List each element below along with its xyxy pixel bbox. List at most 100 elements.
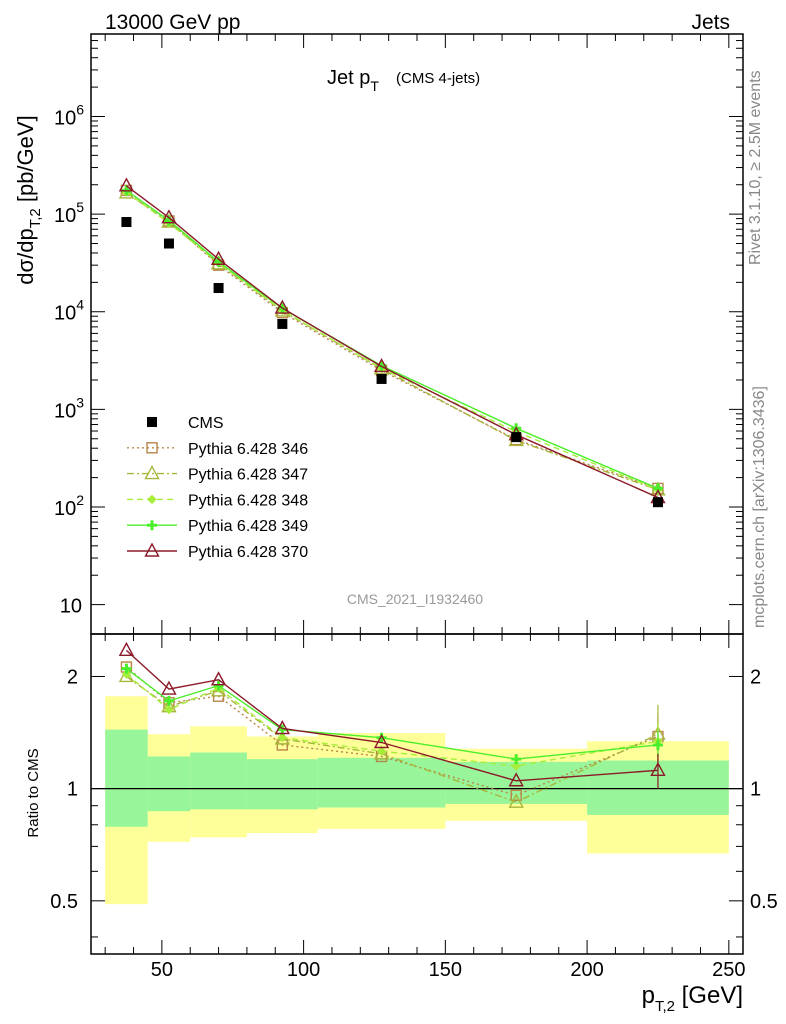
lower-panel-axes: 0.5 0.51 12 250 100 150 200 250	[50, 634, 778, 981]
y-tick-label-base: 10	[60, 596, 82, 618]
legend-marker-p349	[147, 520, 157, 531]
plot-title-main: Jet p	[327, 67, 370, 89]
ratio-point-p370	[373, 734, 390, 749]
ratio-line-p370	[125, 649, 659, 782]
ratio-y-tick-label-left: 1	[67, 779, 78, 801]
ratio-point-p347	[373, 745, 390, 760]
y-tick-label-exponent: 5	[76, 199, 84, 215]
series-point-p370	[210, 250, 227, 265]
series-point-p370	[161, 209, 177, 224]
y-tick-label: 105	[54, 199, 84, 227]
legend-marker-p346	[146, 442, 158, 454]
ratio-point-p348	[277, 732, 288, 743]
ratio-y-tick-label-right: 1	[750, 779, 761, 801]
cms-data-point	[277, 318, 288, 329]
ratio-point-p348	[511, 761, 521, 771]
y-tick-label: 10	[60, 596, 82, 618]
y-tick-label: 103	[54, 394, 84, 422]
cms-data-point	[376, 373, 387, 384]
header-category-label: Jets	[691, 11, 730, 34]
ratio-point-p347	[508, 793, 524, 808]
y-tick-label-exponent: 6	[76, 102, 84, 118]
y-tick-label-base: 10	[54, 108, 76, 130]
legend-label-p370: Pythia 6.428 370	[188, 544, 308, 561]
y-tick-label-base: 10	[54, 303, 76, 325]
y-label-subscript: T,2	[27, 208, 44, 228]
ratio-y-tick-label-left: 2	[67, 666, 78, 688]
y-label-unit: [pb/GeV]	[13, 115, 38, 208]
x-label-main: p	[642, 982, 655, 1009]
ratio-point-p349	[511, 754, 522, 765]
ratio-y-tick-label-left: 0.5	[50, 891, 78, 913]
ratio-point-p370	[118, 641, 135, 657]
legend-label-p348: Pythia 6.428 348	[188, 492, 308, 509]
ratio-point-p370	[161, 680, 177, 695]
plot-title-subscript: T	[370, 78, 379, 94]
ratio-point-p346	[510, 789, 522, 801]
x-tick-label: 250	[712, 959, 745, 981]
y-tick-label: 106	[54, 102, 84, 130]
cms-data-point	[121, 217, 132, 228]
y-tick-label-base: 10	[54, 498, 76, 520]
ratio-point-p348	[164, 704, 174, 715]
mcplots-credit-label: mcplots.cern.ch [arXiv:1306.3436]	[751, 386, 768, 628]
ratio-point-p348	[376, 746, 387, 756]
ratio-y-tick-label-right: 2	[750, 666, 761, 688]
uncertainty-band-inner	[190, 752, 247, 810]
ratio-point-p370	[274, 720, 291, 735]
rivet-version-label: Rivet 3.1.10, ≥ 2.5M events	[747, 70, 764, 265]
ratio-point-p370	[210, 671, 227, 686]
y-tick-label: 104	[54, 297, 84, 325]
x-tick-label: 50	[151, 959, 173, 981]
ratio-point-p370	[650, 761, 666, 777]
y-tick-label-base: 10	[54, 400, 76, 422]
ratio-point-p348	[121, 669, 132, 679]
legend-marker-cms	[147, 417, 157, 427]
series-point-p370	[373, 358, 390, 373]
legend-label-p347: Pythia 6.428 347	[188, 467, 308, 484]
ratio-point-p349	[652, 739, 663, 750]
analysis-id-watermark: CMS_2021_I1932460	[347, 591, 483, 607]
legend-label-cms: CMS	[188, 415, 224, 432]
x-axis-label: pT,2 [GeV]	[642, 982, 743, 1015]
lower-panel-content	[91, 641, 743, 905]
legend: CMS Pythia 6.428 346 Pythia 6.428 347 Pythi…	[127, 415, 308, 561]
upper-panel-content	[118, 177, 666, 508]
x-tick-label: 100	[287, 959, 320, 981]
legend-marker-p348	[147, 494, 157, 505]
ratio-point-p349	[121, 663, 132, 674]
cms-data-point	[163, 238, 174, 249]
y-tick-label-base: 10	[54, 205, 76, 227]
legend-marker-p347	[144, 465, 160, 480]
legend-marker-p370	[144, 542, 160, 557]
plot-title-note: (CMS 4-jets)	[396, 70, 480, 87]
x-label-unit: [GeV]	[675, 982, 743, 1009]
y-tick-label: 102	[54, 492, 84, 520]
y-label-main: dσ/dp	[13, 228, 38, 284]
cms-data-point	[652, 497, 663, 508]
header-energy-label: 13000 GeV pp	[105, 11, 240, 34]
uncertainty-band-inner	[147, 756, 191, 812]
x-label-subscript: T,2	[655, 998, 675, 1015]
ratio-point-p349	[213, 680, 224, 691]
plot-title: Jet pT	[327, 67, 379, 94]
uncertainty-band-inner	[317, 757, 446, 808]
x-tick-label: 150	[429, 959, 462, 981]
y-tick-label-exponent: 2	[76, 492, 84, 508]
legend-label-p349: Pythia 6.428 349	[188, 518, 308, 535]
series-point-p370	[274, 299, 291, 314]
uncertainty-band-inner	[105, 729, 148, 827]
ratio-point-p370	[508, 772, 524, 787]
y-tick-label-exponent: 3	[76, 394, 84, 410]
uncertainty-band-inner	[246, 759, 318, 810]
x-tick-label: 200	[570, 959, 603, 981]
cms-data-point	[511, 432, 522, 443]
series-point-p370	[118, 177, 135, 192]
ratio-point-p349	[163, 695, 174, 706]
legend-label-p346: Pythia 6.428 346	[188, 441, 308, 458]
y-tick-label-exponent: 4	[76, 297, 84, 313]
cms-data-point	[213, 283, 224, 294]
ratio-y-tick-label-right: 0.5	[750, 891, 778, 913]
